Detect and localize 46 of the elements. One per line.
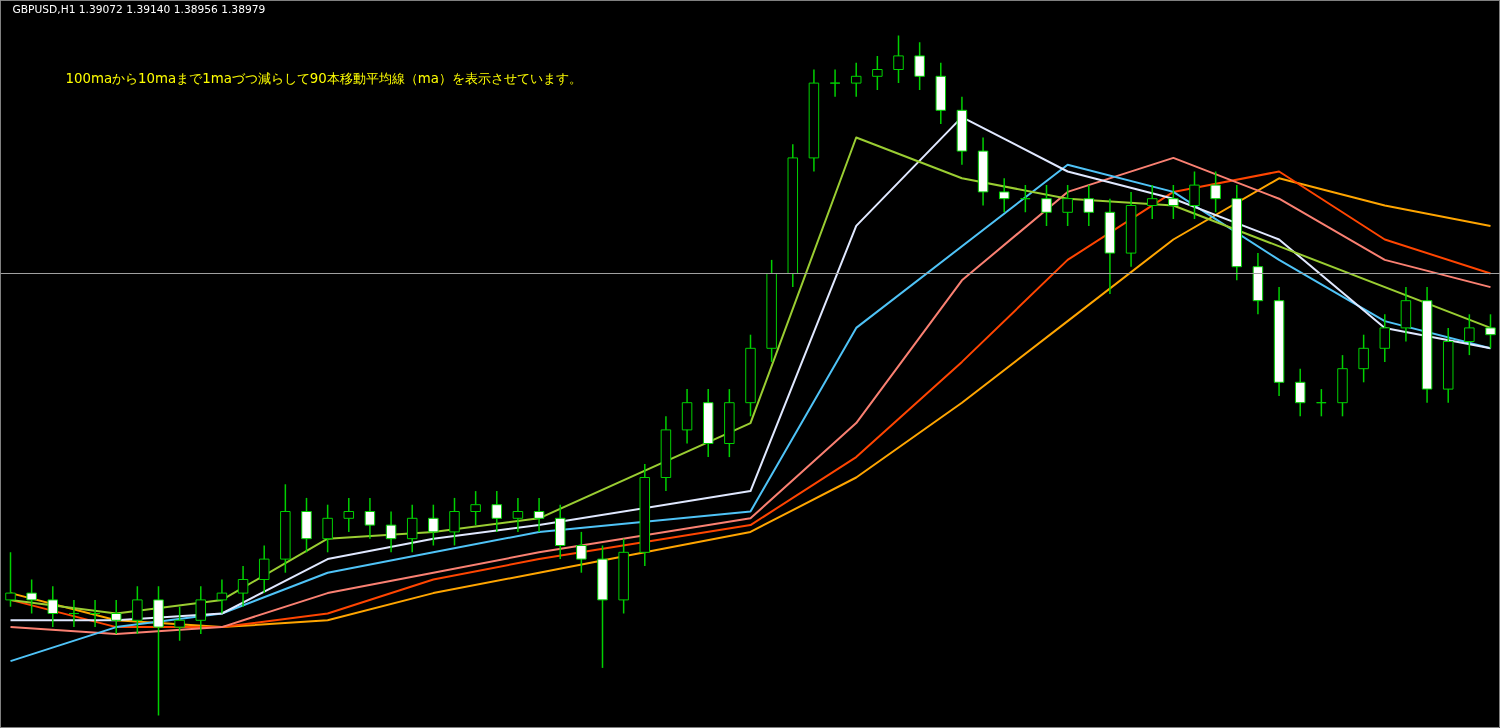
candlestick (174, 605, 185, 642)
candlestick (385, 510, 397, 554)
candlestick (576, 531, 587, 574)
candlestick (1041, 184, 1052, 227)
candlestick (829, 68, 841, 98)
candlestick (850, 61, 862, 98)
candlestick (1294, 367, 1306, 418)
candlestick (258, 544, 270, 594)
candlestick (428, 503, 439, 547)
candlestick (512, 497, 524, 533)
candlestick (449, 497, 460, 547)
candlestick (914, 41, 925, 91)
candlestick (1210, 170, 1221, 214)
candlestick (47, 585, 59, 628)
candlestick (1168, 184, 1179, 220)
candlestick (1379, 313, 1391, 363)
candlestick (406, 503, 418, 554)
candlestick (237, 565, 249, 608)
candlestick (132, 585, 143, 635)
candlestick (68, 599, 80, 628)
text: GBPUSD,H1 1.39072 1.39140 1.38956 1.38979 (12, 2, 266, 16)
candlestick (216, 578, 228, 615)
candlestick (1146, 184, 1158, 220)
candlestick (893, 34, 904, 84)
candlestick (195, 585, 207, 635)
candlestick (470, 490, 481, 526)
candlestick (1083, 184, 1095, 227)
candlestick (364, 497, 376, 540)
candlestick (1485, 313, 1496, 350)
candlestick (1189, 170, 1200, 220)
candlestick (343, 497, 355, 533)
candlestick (491, 490, 503, 533)
candlestick (533, 497, 545, 533)
candlestick (26, 578, 37, 615)
candlestick (998, 177, 1010, 214)
annotation: 100maから10maまで1maづつ減らして90本移動平均線（ma）を表示させています。 (65, 70, 582, 86)
candlestick (5, 551, 16, 608)
candlestick (110, 599, 122, 635)
candlestick (1358, 333, 1369, 384)
candlestick (1316, 388, 1327, 418)
candlestick (1020, 184, 1031, 214)
candlestick (89, 599, 101, 628)
candlestick (872, 55, 883, 91)
candlestick (1062, 184, 1073, 227)
candlestick (1464, 313, 1475, 356)
candlestick (322, 503, 333, 554)
